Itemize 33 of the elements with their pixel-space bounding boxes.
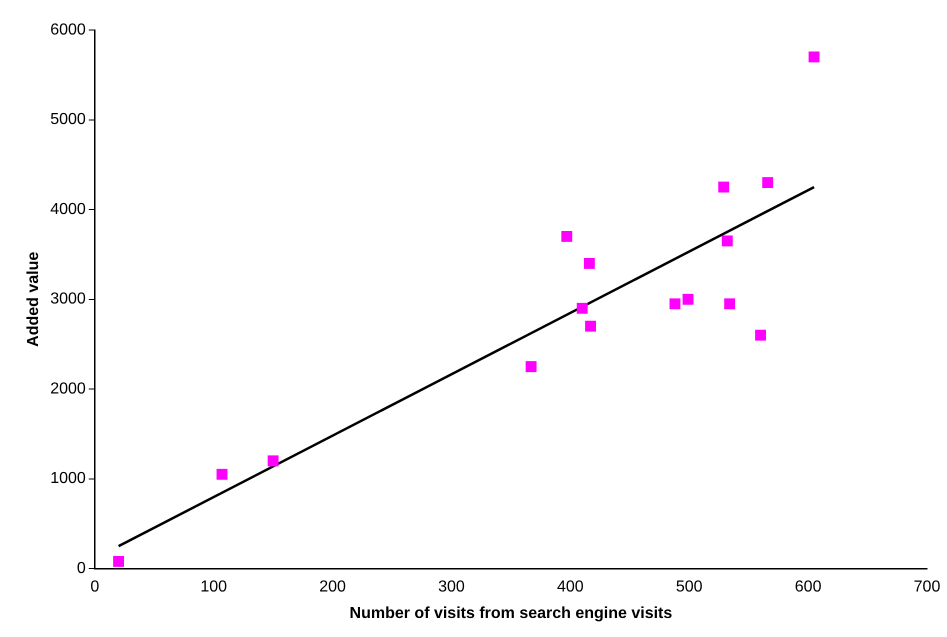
y-axis-title: Added value (25, 252, 42, 347)
x-tick-label: 600 (794, 578, 822, 596)
x-tick-label: 300 (438, 578, 465, 596)
x-tick-label: 700 (914, 578, 940, 596)
point (576, 302, 588, 314)
x-axis-title: Number of visits from search engine visits (350, 604, 672, 622)
point (526, 361, 537, 372)
point (113, 556, 124, 567)
point (722, 236, 733, 246)
y-tick-label: 0 (76, 560, 86, 578)
x-tick-label: 100 (200, 578, 228, 596)
point (718, 182, 730, 193)
point (755, 330, 766, 341)
y-tick-label: 2000 (50, 380, 86, 398)
point (762, 177, 774, 188)
y-tick-label: 6000 (50, 21, 86, 38)
point (670, 298, 680, 310)
x-tick-label: 200 (319, 578, 346, 596)
x-tick-label: 400 (556, 578, 584, 596)
x-tick-label: 0 (90, 578, 100, 596)
x-tick-label: 500 (676, 578, 703, 596)
point (268, 455, 279, 466)
point (682, 294, 694, 305)
y-tick-label: 4000 (50, 200, 86, 218)
point (585, 320, 596, 332)
point (561, 231, 572, 242)
y-tick-label: 5000 (50, 111, 86, 128)
point (584, 258, 595, 269)
y-tick-label: 3000 (50, 290, 86, 308)
y-tick-label: 1000 (50, 470, 86, 488)
point (216, 468, 228, 480)
point (724, 298, 736, 310)
point (808, 51, 820, 62)
